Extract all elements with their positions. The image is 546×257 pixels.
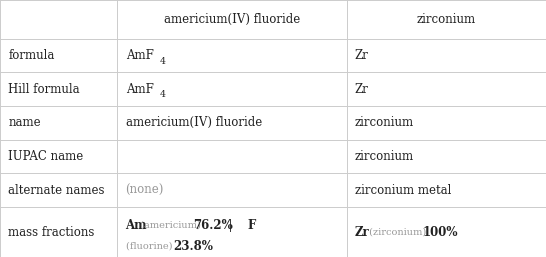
Text: 23.8%: 23.8% <box>173 240 213 253</box>
Text: zirconium: zirconium <box>355 150 414 163</box>
Text: name: name <box>8 116 41 129</box>
Text: F: F <box>247 219 256 232</box>
Text: |: | <box>221 219 240 232</box>
Text: mass fractions: mass fractions <box>8 225 94 238</box>
Text: zirconium: zirconium <box>355 116 414 129</box>
Text: AmF: AmF <box>126 82 153 96</box>
Text: (zirconium): (zirconium) <box>366 227 429 236</box>
Text: AmF: AmF <box>126 49 153 62</box>
Text: zirconium metal: zirconium metal <box>355 184 452 197</box>
Text: (none): (none) <box>126 184 164 197</box>
Text: 4: 4 <box>160 90 166 99</box>
Text: Zr: Zr <box>355 82 369 96</box>
Text: (americium): (americium) <box>136 221 204 230</box>
Text: formula: formula <box>8 49 55 62</box>
Text: 4: 4 <box>160 57 166 66</box>
Text: (fluorine): (fluorine) <box>126 242 175 251</box>
Text: IUPAC name: IUPAC name <box>8 150 84 163</box>
Text: Hill formula: Hill formula <box>8 82 80 96</box>
Text: 100%: 100% <box>423 225 458 238</box>
Text: americium(IV) fluoride: americium(IV) fluoride <box>126 116 262 129</box>
Text: zirconium: zirconium <box>417 13 476 26</box>
Text: Zr: Zr <box>355 225 370 238</box>
Text: americium(IV) fluoride: americium(IV) fluoride <box>164 13 300 26</box>
Text: Am: Am <box>126 219 147 232</box>
Text: Zr: Zr <box>355 49 369 62</box>
Text: 76.2%: 76.2% <box>193 219 233 232</box>
Text: alternate names: alternate names <box>8 184 105 197</box>
